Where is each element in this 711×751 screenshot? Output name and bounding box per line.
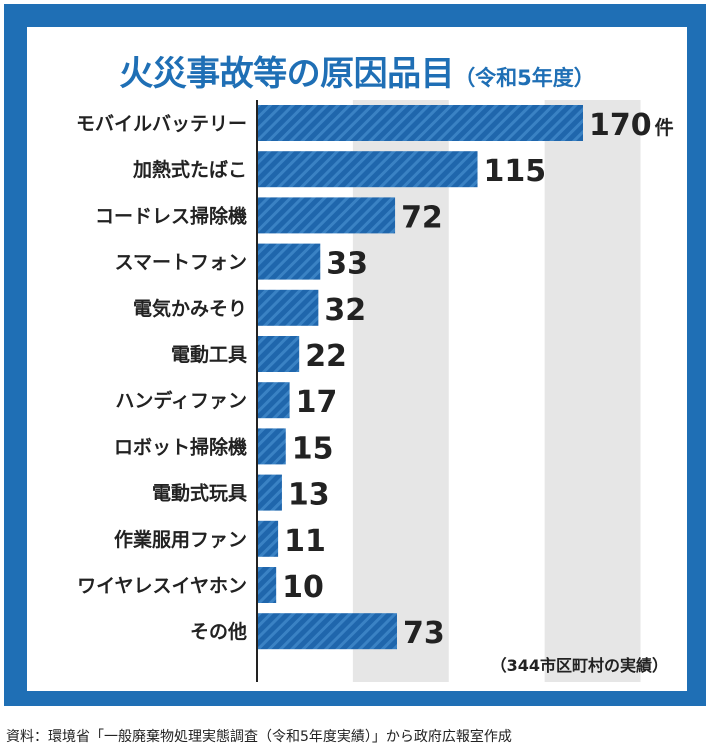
bar [257,105,583,141]
data-label: 170 [589,108,652,143]
category-label: 電気かみそり [133,297,247,320]
bar [257,151,478,188]
data-label: 33 [326,247,368,282]
bar [257,613,397,650]
data-label: 72 [401,200,443,235]
grid-band [544,100,641,682]
grid-band [352,100,449,682]
data-label: 115 [484,154,547,189]
bar [257,474,282,511]
category-label: 作業服用ファン [114,528,247,551]
data-label: 10 [282,570,324,605]
chart-title-main: 火災事故等の原因品目 [119,54,455,94]
category-label: その他 [190,620,247,643]
category-label: ワイヤレスイヤホン [77,575,247,597]
bar [257,382,290,419]
unit-label: 件 [655,116,674,139]
chart-note: （344市区町村の実績） [491,656,668,675]
category-label: コードレス掃除機 [95,204,247,227]
bar [257,567,277,603]
category-label: 電動式玩具 [152,482,247,505]
bar [257,289,319,326]
data-label: 73 [403,616,445,651]
chart-title-suffix: （令和5年度） [454,66,595,90]
category-label: モバイルバッテリー [76,113,247,135]
bar [257,520,279,557]
data-label: 32 [324,293,366,328]
data-label: 22 [305,339,347,374]
data-label: 17 [296,385,338,420]
source-credit: 資料：環境省「一般廃棄物処理実態調査（令和5年度実績）」から政府広報室作成 [6,729,512,745]
data-label: 11 [284,524,326,559]
bar [257,197,396,234]
category-label: 加熱式たばこ [132,158,247,181]
category-label: ハンディファン [115,389,247,412]
category-label: 電動工具 [171,344,247,366]
category-label: スマートフォン [115,252,247,274]
data-label: 13 [288,478,330,513]
bar [257,428,286,465]
data-label: 15 [292,431,334,466]
category-label: ロボット掃除機 [114,435,247,458]
chart-title: 火災事故等の原因品目（令和5年度） [27,52,687,100]
bar [257,243,321,280]
bar [257,336,300,372]
